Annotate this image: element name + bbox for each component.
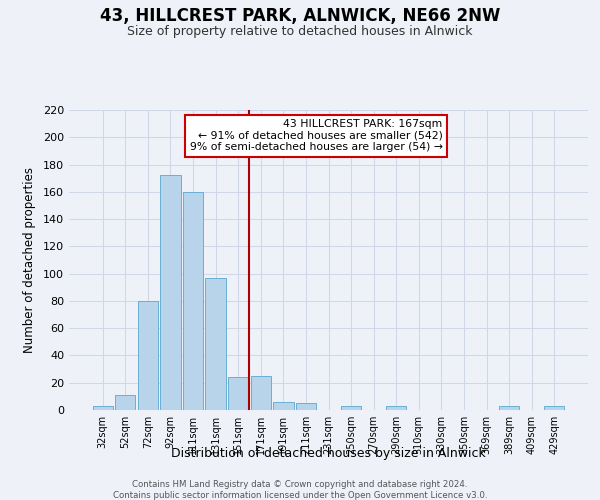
Bar: [386, 406, 406, 410]
Bar: [273, 402, 293, 410]
Bar: [92, 406, 113, 410]
Y-axis label: Number of detached properties: Number of detached properties: [23, 167, 36, 353]
Text: Size of property relative to detached houses in Alnwick: Size of property relative to detached ho…: [127, 25, 473, 38]
Text: Contains HM Land Registry data © Crown copyright and database right 2024.: Contains HM Land Registry data © Crown c…: [132, 480, 468, 489]
Text: 43, HILLCREST PARK, ALNWICK, NE66 2NW: 43, HILLCREST PARK, ALNWICK, NE66 2NW: [100, 8, 500, 26]
Bar: [544, 406, 565, 410]
Bar: [251, 376, 271, 410]
Text: 43 HILLCREST PARK: 167sqm
← 91% of detached houses are smaller (542)
9% of semi-: 43 HILLCREST PARK: 167sqm ← 91% of detac…: [190, 119, 443, 152]
Bar: [138, 301, 158, 410]
Bar: [115, 395, 136, 410]
Bar: [296, 403, 316, 410]
Text: Distribution of detached houses by size in Alnwick: Distribution of detached houses by size …: [172, 448, 486, 460]
Bar: [499, 406, 519, 410]
Bar: [228, 378, 248, 410]
Bar: [205, 278, 226, 410]
Bar: [183, 192, 203, 410]
Bar: [160, 176, 181, 410]
Text: Contains public sector information licensed under the Open Government Licence v3: Contains public sector information licen…: [113, 491, 487, 500]
Bar: [341, 406, 361, 410]
